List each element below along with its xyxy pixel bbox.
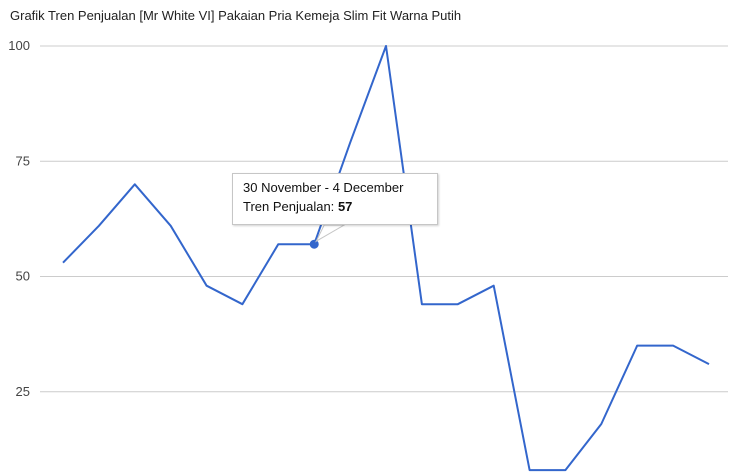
tooltip-tail: [315, 224, 347, 243]
highlighted-data-point[interactable]: [309, 239, 319, 249]
series-lines: [62, 45, 710, 472]
y-axis-tick-labels: 25 50 75 100: [8, 38, 30, 399]
tooltip-value: 57: [337, 199, 353, 214]
y-tick-label-50: 50: [16, 269, 30, 284]
y-tick-label-25: 25: [16, 384, 30, 399]
tooltip-value-row: Tren Penjualan: 57: [243, 199, 427, 214]
highlighted-points: [309, 239, 319, 249]
tooltip-series-label: Tren Penjualan:: [243, 199, 335, 214]
gridlines: [40, 45, 728, 393]
chart-title: Grafik Tren Penjualan [Mr White VI] Paka…: [10, 8, 462, 23]
series-line-0: [62, 45, 710, 472]
tooltip-pointer: [315, 224, 347, 243]
tooltip: 30 November - 4 December Tren Penjualan:…: [232, 173, 438, 225]
y-tick-label-100: 100: [8, 38, 30, 53]
tooltip-date-range: 30 November - 4 December: [243, 180, 404, 195]
y-tick-label-75: 75: [16, 153, 30, 168]
